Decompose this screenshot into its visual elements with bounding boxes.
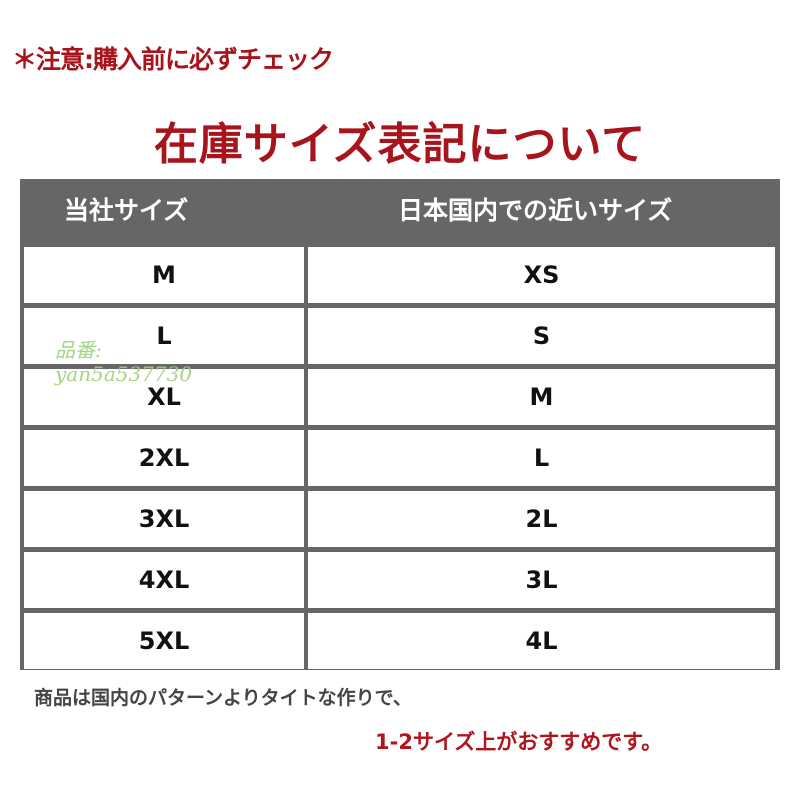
cell-our-size: 5XL xyxy=(24,613,304,669)
cell-our-size: L xyxy=(24,308,304,364)
page-title: 在庫サイズ表記について xyxy=(153,119,647,170)
cell-our-size: 4XL xyxy=(24,552,304,608)
cell-japan-size: L xyxy=(308,430,775,486)
notice-text: ＊注意:購入前に必ずチェック xyxy=(12,45,334,74)
cell-our-size: XL xyxy=(24,369,304,425)
footer-recommend: 1-2サイズ上がおすすめです。 xyxy=(375,730,663,754)
size-table: 当社サイズ 日本国内での近いサイズ M XS L S XL M 2XL L 3XL 2L 4XL 3L… xyxy=(20,179,780,670)
header-japan-size: 日本国内での近いサイズ xyxy=(398,196,673,225)
cell-japan-size: M xyxy=(308,369,775,425)
cell-our-size: 2XL xyxy=(24,430,304,486)
cell-japan-size: 2L xyxy=(308,491,775,547)
cell-our-size: 3XL xyxy=(24,491,304,547)
cell-our-size: M xyxy=(24,247,304,303)
header-our-size: 当社サイズ xyxy=(64,196,189,225)
cell-japan-size: S xyxy=(308,308,775,364)
cell-japan-size: 3L xyxy=(308,552,775,608)
cell-japan-size: XS xyxy=(308,247,775,303)
cell-japan-size: 4L xyxy=(308,613,775,669)
footer-note: 商品は国内のパターンよりタイトな作りで、 xyxy=(34,687,412,709)
